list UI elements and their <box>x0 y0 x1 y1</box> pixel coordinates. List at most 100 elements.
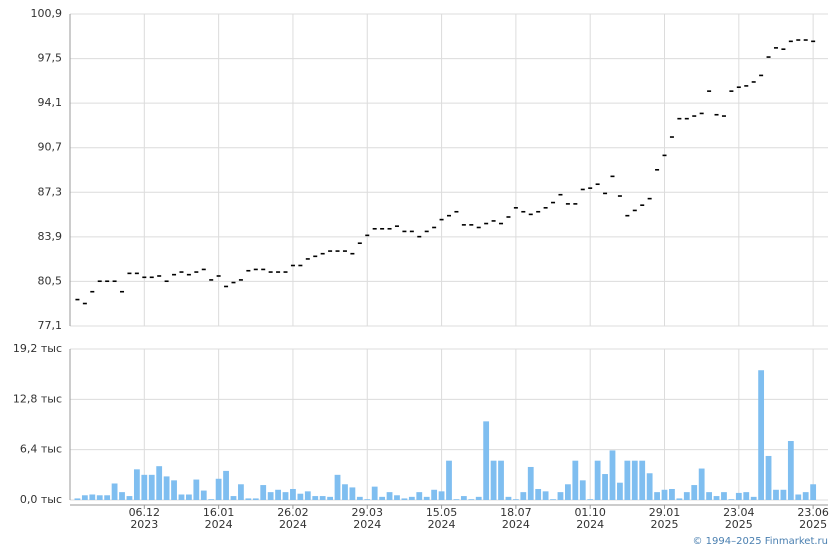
volume-bar <box>557 492 564 500</box>
price-mark <box>543 207 548 209</box>
volume-bar <box>795 494 802 500</box>
footer: © 1994–2025 Finmarket.ru <box>692 536 828 547</box>
price-mark <box>580 188 585 191</box>
x-tick-year: 2024 <box>279 518 307 531</box>
price-mark <box>469 224 474 226</box>
volume-bar <box>423 496 430 500</box>
volume-bar <box>401 498 408 500</box>
volume-bar <box>215 478 222 500</box>
price-mark <box>261 268 266 271</box>
price-mark <box>781 48 786 50</box>
price-mark <box>320 252 325 255</box>
price-mark <box>655 169 660 171</box>
y-tick-label: 97,5 <box>38 52 63 65</box>
price-mark <box>447 214 451 217</box>
price-mark <box>246 269 251 272</box>
price-mark <box>721 115 726 117</box>
volume-bar <box>267 492 274 500</box>
price-mark <box>521 210 526 213</box>
y-tick-label: 6,4 тыс <box>20 443 62 456</box>
x-tick-label: 23.04 <box>723 506 755 519</box>
volume-bar <box>342 484 348 500</box>
volume-bar <box>171 480 177 500</box>
price-mark <box>707 90 712 92</box>
x-tick-year: 2025 <box>799 518 827 531</box>
price-mark <box>305 258 310 260</box>
price-mark <box>149 276 154 279</box>
x-tick-label: 16.01 <box>203 506 235 519</box>
price-mark <box>179 271 184 273</box>
x-tick-label: 01.10 <box>574 506 606 519</box>
x-tick-label: 29.01 <box>649 506 681 519</box>
y-tick-label: 77,1 <box>38 319 63 332</box>
y-tick-label: 83,9 <box>38 230 63 243</box>
volume-bar <box>758 370 765 500</box>
x-tick-label: 06.12 <box>129 506 161 519</box>
price-mark <box>357 242 362 245</box>
volume-bar <box>505 496 512 500</box>
volume-bar <box>74 498 81 500</box>
volume-bar <box>245 498 252 500</box>
x-tick-year: 2024 <box>576 518 604 531</box>
volume-bar <box>356 496 363 500</box>
volume-bar <box>698 468 705 500</box>
y-tick-label: 12,8 тыс <box>13 392 62 405</box>
price-mark <box>231 281 236 284</box>
price-mark <box>811 40 816 43</box>
price-mark <box>90 290 95 293</box>
volume-bar <box>713 496 720 500</box>
volume-bar <box>89 494 96 500</box>
price-mark <box>142 276 147 279</box>
volume-bar <box>334 474 341 500</box>
price-mark <box>714 113 719 116</box>
y-tick-label: 100,9 <box>31 7 63 20</box>
price-mark <box>677 117 682 120</box>
price-mark <box>75 298 80 301</box>
volume-bar <box>119 492 125 500</box>
volume-bar <box>230 496 237 500</box>
volume-bar <box>81 495 88 500</box>
price-mark <box>335 250 340 252</box>
volume-bar <box>483 421 490 500</box>
volume-bar <box>639 460 646 500</box>
price-mark <box>640 204 645 206</box>
price-mark <box>699 112 704 115</box>
price-mark <box>97 280 102 283</box>
price-mark <box>499 222 504 225</box>
price-mark <box>186 273 191 276</box>
volume-bar <box>542 491 549 500</box>
volume-bar <box>810 484 817 500</box>
volume-bar <box>364 499 371 500</box>
price-mark <box>773 47 778 49</box>
x-tick-label: 18.07 <box>500 506 532 519</box>
volume-bar <box>676 498 683 500</box>
price-mark <box>394 225 399 227</box>
volume-bar <box>319 496 326 500</box>
price-mark <box>692 115 697 117</box>
volume-bar <box>780 489 787 500</box>
price-mark <box>380 227 385 230</box>
price-mark <box>788 40 793 43</box>
volume-bar <box>460 496 467 500</box>
volume-bar <box>550 499 556 500</box>
price-mark <box>209 279 214 281</box>
price-mark <box>558 193 563 196</box>
volume-bar <box>111 483 118 500</box>
price-mark <box>759 74 764 77</box>
x-tick-year: 2025 <box>725 518 753 531</box>
volume-bar <box>735 492 742 500</box>
volume-bar <box>290 488 296 500</box>
price-mark <box>461 224 466 226</box>
x-tick-label: 26.02 <box>277 506 309 519</box>
price-mark <box>484 222 489 225</box>
volume-bar <box>126 496 133 500</box>
volume-bar <box>706 492 712 500</box>
volume-bar <box>193 479 200 500</box>
volume-bar <box>661 489 668 500</box>
x-tick-label: 15.05 <box>426 506 458 519</box>
price-mark <box>127 272 132 275</box>
price-mark <box>528 213 533 216</box>
y-tick-label: 94,1 <box>38 96 63 109</box>
volume-bar <box>475 496 482 500</box>
price-mark <box>513 207 518 209</box>
